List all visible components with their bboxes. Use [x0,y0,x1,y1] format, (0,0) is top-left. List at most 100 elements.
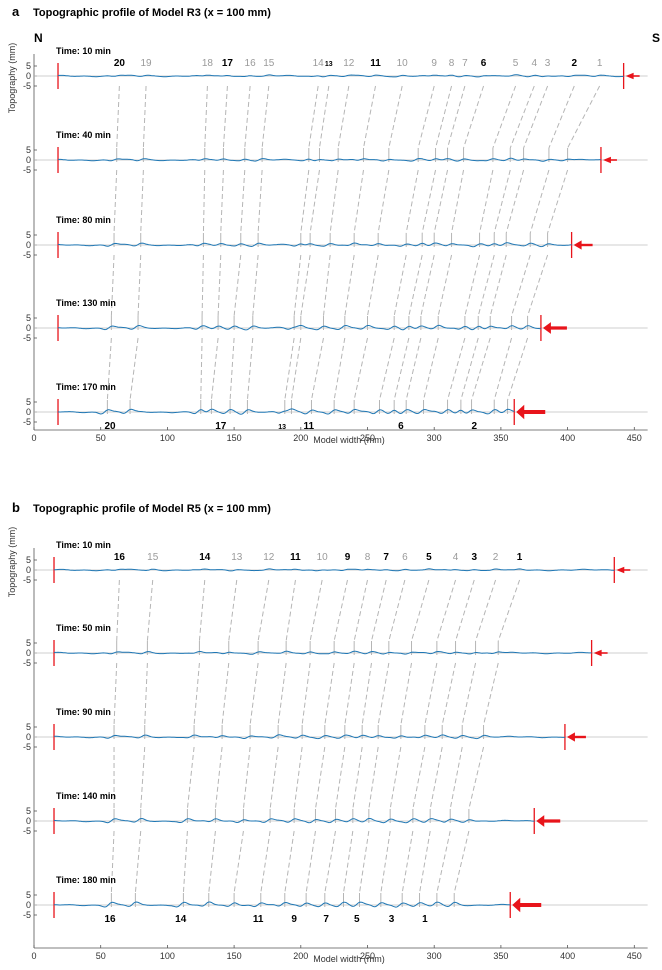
time-label: Time: 140 min [56,791,116,801]
panel-a-side-left: N [34,31,43,45]
y-tick-label: 0 [26,648,31,658]
fault-label-top: 16 [245,58,257,69]
fault-track [233,254,242,317]
fault-track [429,746,443,810]
fault-label-top: 7 [462,58,468,69]
panel-b: b Topographic profile of Model R5 (x = 1… [7,500,648,964]
y-tick-label: -5 [23,826,31,836]
fault-track [421,169,437,234]
fault-label-top: 10 [317,552,329,563]
fault-label-top: 4 [453,552,459,563]
fault-label-top: 11 [290,552,301,563]
fault-track [497,579,521,642]
fault-track [393,337,410,401]
y-tick-label: -5 [23,165,31,175]
fault-track [377,169,390,234]
x-tick-label: 200 [293,951,308,961]
topography-profile [53,568,615,572]
time-label: Time: 80 min [56,215,111,225]
fault-track [435,85,453,149]
fault-track [361,662,372,726]
fault-label-top: 9 [431,58,437,69]
fault-track [380,830,391,894]
fault-track [134,830,142,894]
y-tick-label: -5 [23,742,31,752]
fault-label-top: 14 [199,552,211,563]
x-tick-label: 50 [96,951,106,961]
fault-track [284,337,295,401]
fault-track [217,254,222,317]
fault-track [353,169,364,234]
fault-label-top: 10 [397,58,409,69]
fault-label-bottom: 16 [104,914,116,925]
topography-profile [57,408,515,415]
fault-track [505,169,525,234]
fault-track [337,85,350,149]
topography-profile [54,734,565,740]
fault-label-top: 4 [531,58,537,69]
fault-track [441,662,457,726]
panel-b-ylabel: Topography (mm) [7,527,17,598]
fault-track [471,337,491,401]
shortening-arrow-head [616,566,625,574]
fault-track [208,830,216,894]
time-label: Time: 130 min [56,298,116,308]
fault-track [228,579,238,642]
fault-track [475,579,497,642]
fault-track [548,85,575,149]
fault-track [284,830,295,894]
time-label: Time: 40 min [56,130,111,140]
fault-label-top: 3 [545,58,551,69]
x-tick-label: 450 [627,951,642,961]
fault-track [437,254,453,317]
fault-track [261,85,270,149]
fault-track [455,579,475,642]
shortening-arrow-head [593,649,602,657]
fault-track [419,830,431,894]
shortening-arrow-head [536,815,545,827]
fault-track [233,830,244,894]
fault-label-top: 15 [147,552,159,563]
fault-label-top: 20 [114,58,126,69]
fault-track [447,337,466,401]
fault-track [202,169,206,234]
fault-label-top: 9 [345,552,351,563]
fault-track [461,662,477,726]
fault-label-top: 11 [370,58,381,69]
time-label: Time: 10 min [56,46,111,56]
fault-track [204,85,208,149]
fault-label-top: 6 [481,58,487,69]
fault-label-top: 18 [202,58,214,69]
fault-track [436,830,451,894]
fault-track [388,85,403,149]
shortening-arrow-head [516,404,525,420]
fault-track [293,254,302,317]
y-tick-label: 5 [26,722,31,732]
fault-label-bottom: 7 [323,914,329,925]
fault-track [113,169,118,234]
fault-track [242,746,251,810]
fault-label-top: 12 [263,552,275,563]
panel-a-letter: a [12,4,20,19]
fault-label-bottom: 17 [215,421,227,432]
fault-track [244,85,251,149]
fault-label-top: 17 [222,58,234,69]
fault-track [333,337,346,401]
fault-track [367,254,379,317]
fault-track [116,579,120,642]
time-label: Time: 90 min [56,707,111,717]
fault-track [368,746,379,810]
fault-track [269,746,279,810]
shortening-arrow-head [566,732,575,742]
fault-track [246,337,254,401]
fault-label-top: 13 [325,61,333,68]
fault-track [144,662,148,726]
fault-track [468,746,485,810]
x-tick-label: 100 [160,951,175,961]
fault-track [240,169,246,234]
fault-track [492,85,517,149]
fault-track [436,579,457,642]
fault-track [334,746,346,810]
fault-track [342,830,354,894]
fault-track [423,337,439,401]
